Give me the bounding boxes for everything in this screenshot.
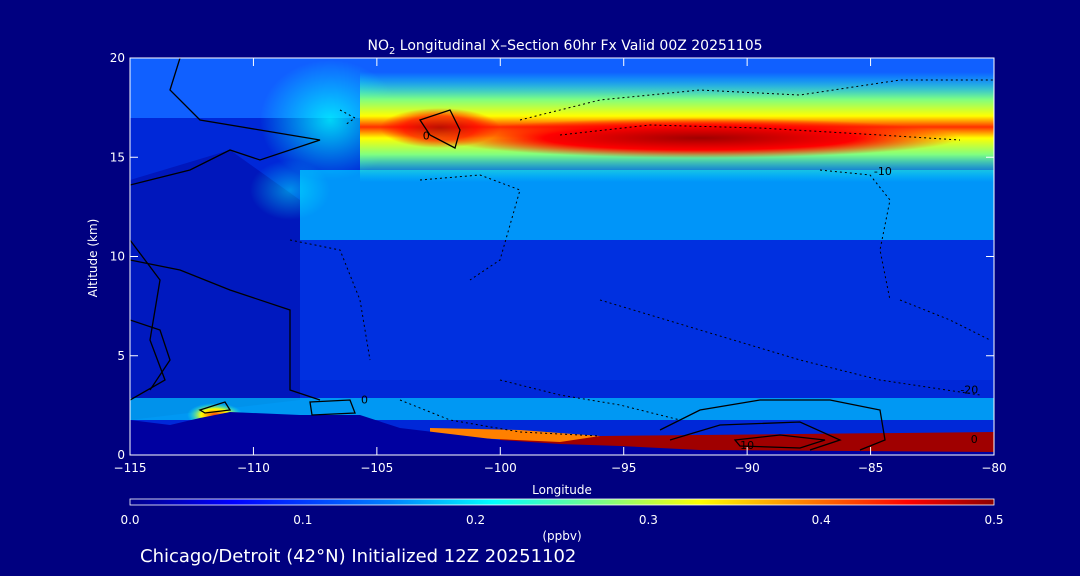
contour-labels: 0 -10 -20 10 0 0 bbox=[361, 129, 978, 452]
y-axis-label: Altitude (km) bbox=[86, 219, 100, 298]
colorbar-label: (ppbv) bbox=[542, 529, 581, 543]
x-axis: −115 −110 −105 −100 −95 −90 −85 −80 bbox=[114, 58, 1007, 475]
x-axis-label: Longitude bbox=[532, 483, 592, 497]
colorbar-tick-label: 0.1 bbox=[293, 513, 312, 527]
x-tick-label: −110 bbox=[237, 461, 270, 475]
colorbar-tick-label: 0.5 bbox=[984, 513, 1003, 527]
x-tick-label: −100 bbox=[484, 461, 517, 475]
x-tick-label: −95 bbox=[611, 461, 636, 475]
contour-label: 0 bbox=[423, 129, 430, 142]
y-axis: 0 5 10 15 20 bbox=[110, 51, 994, 462]
terrain bbox=[130, 412, 994, 455]
plume-core bbox=[440, 118, 960, 158]
cyan-blob bbox=[250, 160, 330, 220]
chart-title: NO2 Longitudinal X–Section 60hr Fx Valid… bbox=[367, 38, 762, 57]
contour-label: -10 bbox=[874, 165, 892, 178]
colorbar-ticks: 0.0 0.1 0.2 0.3 0.4 0.5 bbox=[120, 513, 1003, 527]
boundary-strip bbox=[130, 398, 994, 420]
contour-label: -20 bbox=[960, 383, 978, 396]
x-tick-label: −115 bbox=[114, 461, 147, 475]
y-tick-label: 5 bbox=[117, 349, 125, 363]
colorbar-tick-label: 0.4 bbox=[812, 513, 831, 527]
contour-label: 0 bbox=[971, 433, 978, 446]
x-tick-label: −80 bbox=[981, 461, 1006, 475]
y-tick-label: 10 bbox=[110, 250, 125, 264]
plot-area bbox=[130, 58, 994, 455]
colorbar-tick-label: 0.0 bbox=[120, 513, 139, 527]
contour-label: 10 bbox=[740, 439, 754, 452]
colorbar bbox=[129, 498, 995, 506]
left-dark-region bbox=[130, 150, 300, 420]
x-tick-label: −105 bbox=[360, 461, 393, 475]
contour-label: 0 bbox=[361, 393, 368, 406]
y-tick-label: 20 bbox=[110, 51, 125, 65]
colorbar-tick-label: 0.2 bbox=[466, 513, 485, 527]
colorbar-tick-label: 0.3 bbox=[639, 513, 658, 527]
plume-core-left bbox=[380, 108, 500, 148]
boundary-layer-orange bbox=[430, 428, 600, 442]
y-tick-label: 15 bbox=[110, 150, 125, 164]
x-tick-label: −85 bbox=[858, 461, 883, 475]
x-tick-label: −90 bbox=[734, 461, 759, 475]
footer-caption: Chicago/Detroit (42°N) Initialized 12Z 2… bbox=[140, 546, 576, 567]
y-tick-label: 0 bbox=[117, 448, 125, 462]
dotted-contours bbox=[289, 79, 994, 437]
solid-contours bbox=[130, 58, 886, 451]
